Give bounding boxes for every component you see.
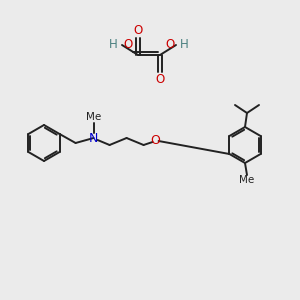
Text: O: O: [151, 134, 160, 146]
Text: Me: Me: [239, 175, 255, 185]
Text: O: O: [134, 24, 142, 37]
Text: Me: Me: [86, 112, 101, 122]
Text: O: O: [166, 38, 175, 52]
Text: O: O: [123, 38, 132, 52]
Text: H: H: [109, 38, 118, 52]
Text: O: O: [155, 73, 165, 86]
Text: H: H: [180, 38, 189, 52]
Text: N: N: [89, 131, 98, 145]
